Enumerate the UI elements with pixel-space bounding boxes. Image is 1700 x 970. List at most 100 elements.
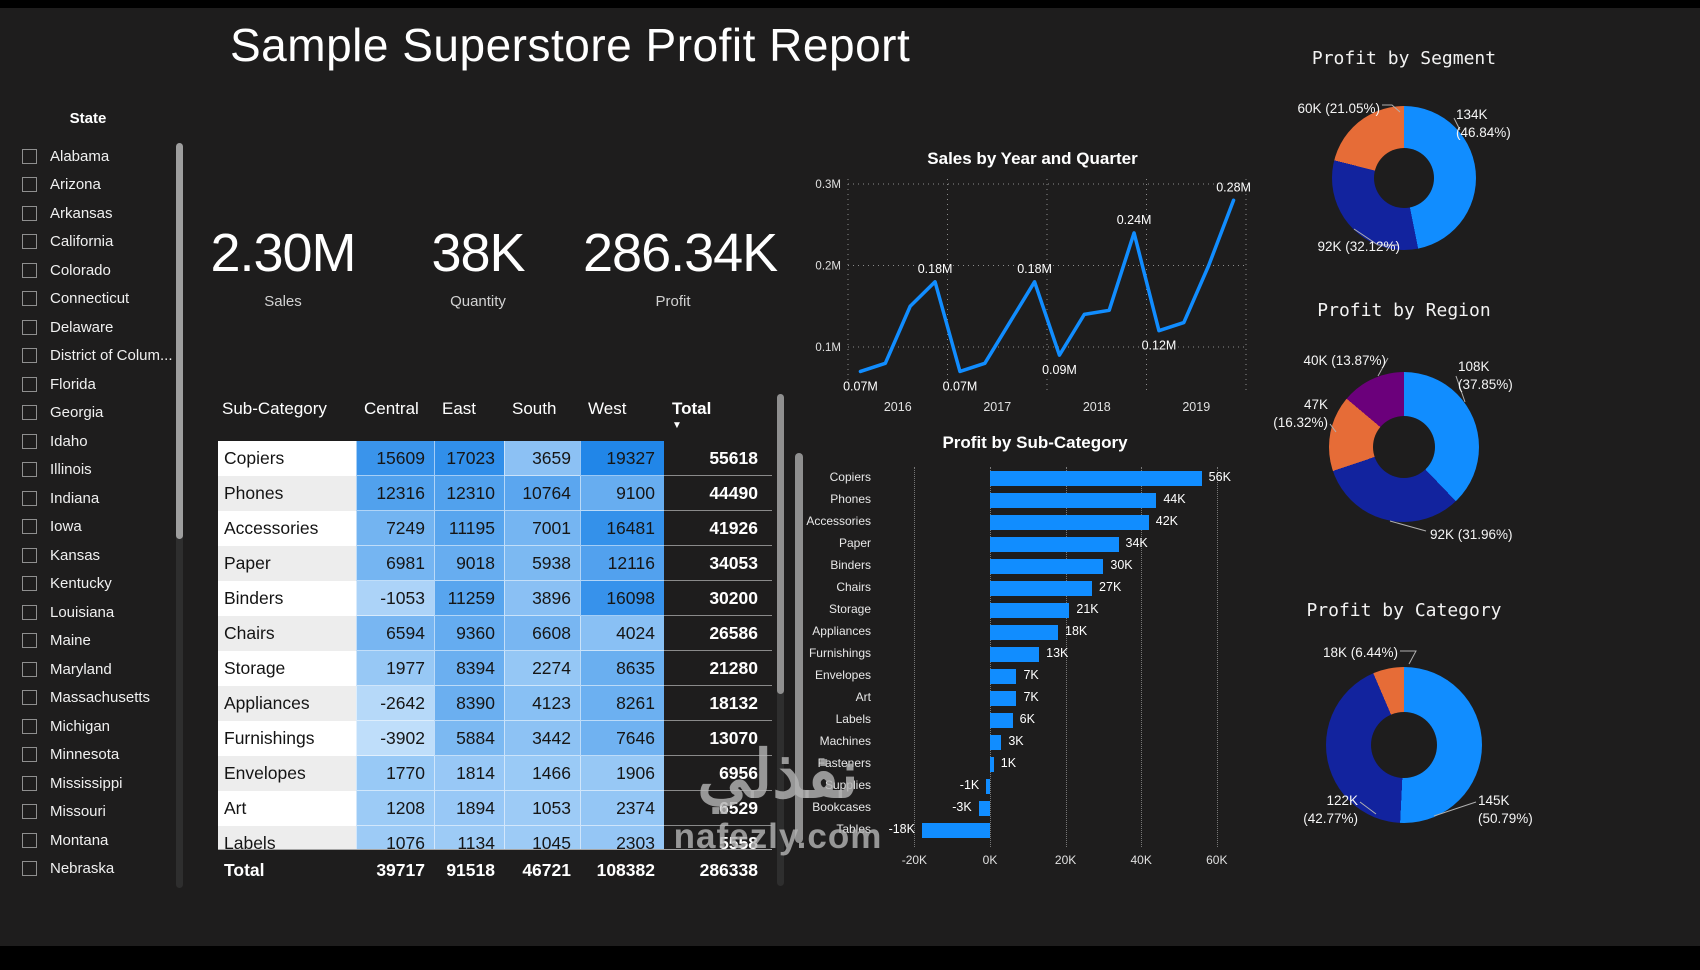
- value-cell[interactable]: 7646: [580, 721, 664, 756]
- value-cell[interactable]: 4024: [580, 616, 664, 651]
- checkbox-icon[interactable]: [22, 205, 37, 221]
- subcategory-cell[interactable]: Furnishings: [218, 721, 356, 756]
- checkbox-icon[interactable]: [22, 234, 37, 250]
- checkbox-icon[interactable]: [22, 547, 37, 563]
- value-cell[interactable]: 1906: [580, 756, 664, 791]
- state-list-item[interactable]: California: [0, 228, 195, 257]
- state-list-item[interactable]: Missouri: [0, 798, 195, 827]
- row-total-cell[interactable]: 55618: [664, 441, 772, 476]
- scrollbar-thumb[interactable]: [176, 143, 183, 539]
- bar[interactable]: [990, 646, 1040, 662]
- state-list-item[interactable]: Montana: [0, 826, 195, 855]
- value-cell[interactable]: -2642: [356, 686, 434, 721]
- row-total-cell[interactable]: 6956: [664, 756, 772, 791]
- bar[interactable]: [990, 536, 1119, 552]
- state-list-item[interactable]: Colorado: [0, 256, 195, 285]
- bar-chart-zoom-slider[interactable]: [795, 453, 803, 843]
- checkbox-icon[interactable]: [22, 775, 37, 791]
- value-cell[interactable]: 6608: [504, 616, 580, 651]
- bar[interactable]: [990, 470, 1202, 486]
- state-list-item[interactable]: Michigan: [0, 712, 195, 741]
- value-cell[interactable]: 8394: [434, 651, 504, 686]
- checkbox-icon[interactable]: [22, 804, 37, 820]
- subcategory-cell[interactable]: Envelopes: [218, 756, 356, 791]
- value-cell[interactable]: 12316: [356, 476, 434, 511]
- value-cell[interactable]: 5884: [434, 721, 504, 756]
- state-list-item[interactable]: Alabama: [0, 142, 195, 171]
- value-cell[interactable]: 1053: [504, 791, 580, 826]
- column-header[interactable]: Total ▼: [672, 399, 712, 431]
- value-cell[interactable]: 1134: [434, 826, 504, 849]
- subcategory-cell[interactable]: Phones: [218, 476, 356, 511]
- state-list-item[interactable]: Arkansas: [0, 199, 195, 228]
- subcategory-cell[interactable]: Art: [218, 791, 356, 826]
- state-list-item[interactable]: Indiana: [0, 484, 195, 513]
- bar[interactable]: [990, 624, 1059, 640]
- state-list-item[interactable]: District of Colum...: [0, 342, 195, 371]
- column-header[interactable]: Central: [364, 399, 419, 418]
- state-list-item[interactable]: Massachusetts: [0, 684, 195, 713]
- value-cell[interactable]: 2374: [580, 791, 664, 826]
- value-cell[interactable]: 1208: [356, 791, 434, 826]
- value-cell[interactable]: 11195: [434, 511, 504, 546]
- checkbox-icon[interactable]: [22, 661, 37, 677]
- bar[interactable]: [990, 690, 1017, 706]
- value-cell[interactable]: 12310: [434, 476, 504, 511]
- table-row[interactable]: Art 1208 1894 1053 2374 6529: [218, 791, 772, 826]
- value-cell[interactable]: -3902: [356, 721, 434, 756]
- value-cell[interactable]: 6594: [356, 616, 434, 651]
- value-cell[interactable]: 1894: [434, 791, 504, 826]
- bar[interactable]: [990, 514, 1149, 530]
- value-cell[interactable]: 8635: [580, 651, 664, 686]
- state-list-item[interactable]: Iowa: [0, 513, 195, 542]
- table-scrollbar[interactable]: [777, 394, 784, 886]
- value-cell[interactable]: 19327: [580, 441, 664, 476]
- value-cell[interactable]: 2274: [504, 651, 580, 686]
- state-list-item[interactable]: Delaware: [0, 313, 195, 342]
- checkbox-icon[interactable]: [22, 376, 37, 392]
- value-cell[interactable]: 16098: [580, 581, 664, 616]
- row-total-cell[interactable]: 18132: [664, 686, 772, 721]
- value-cell[interactable]: 12116: [580, 546, 664, 581]
- state-list-item[interactable]: Arizona: [0, 171, 195, 200]
- table-row[interactable]: Appliances -2642 8390 4123 8261 18132: [218, 686, 772, 721]
- state-list-item[interactable]: Georgia: [0, 399, 195, 428]
- table-row[interactable]: Chairs 6594 9360 6608 4024 26586: [218, 616, 772, 651]
- row-total-cell[interactable]: 44490: [664, 476, 772, 511]
- value-cell[interactable]: 8390: [434, 686, 504, 721]
- table-row[interactable]: Copiers 15609 17023 3659 19327 55618: [218, 441, 772, 476]
- checkbox-icon[interactable]: [22, 291, 37, 307]
- checkbox-icon[interactable]: [22, 747, 37, 763]
- value-cell[interactable]: 3896: [504, 581, 580, 616]
- value-cell[interactable]: 6981: [356, 546, 434, 581]
- table-row[interactable]: Envelopes 1770 1814 1466 1906 6956: [218, 756, 772, 791]
- state-list-item[interactable]: Minnesota: [0, 741, 195, 770]
- value-cell[interactable]: 1466: [504, 756, 580, 791]
- subcategory-cell[interactable]: Appliances: [218, 686, 356, 721]
- value-cell[interactable]: 1770: [356, 756, 434, 791]
- bar[interactable]: [990, 558, 1104, 574]
- column-header[interactable]: West: [588, 399, 627, 418]
- state-list-item[interactable]: Mississippi: [0, 769, 195, 798]
- value-cell[interactable]: 9018: [434, 546, 504, 581]
- value-cell[interactable]: 1076: [356, 826, 434, 849]
- checkbox-icon[interactable]: [22, 718, 37, 734]
- value-cell[interactable]: 17023: [434, 441, 504, 476]
- subcategory-cell[interactable]: Binders: [218, 581, 356, 616]
- bar[interactable]: [990, 580, 1093, 596]
- value-cell[interactable]: 7249: [356, 511, 434, 546]
- value-cell[interactable]: 1045: [504, 826, 580, 849]
- subcategory-cell[interactable]: Accessories: [218, 511, 356, 546]
- subcategory-cell[interactable]: Chairs: [218, 616, 356, 651]
- scrollbar-thumb[interactable]: [777, 394, 784, 694]
- checkbox-icon[interactable]: [22, 405, 37, 421]
- checkbox-icon[interactable]: [22, 462, 37, 478]
- bar[interactable]: [921, 822, 990, 838]
- table-row[interactable]: Furnishings -3902 5884 3442 7646 13070: [218, 721, 772, 756]
- checkbox-icon[interactable]: [22, 177, 37, 193]
- subcategory-cell[interactable]: Labels: [218, 826, 356, 849]
- value-cell[interactable]: 3659: [504, 441, 580, 476]
- state-list-item[interactable]: Kentucky: [0, 570, 195, 599]
- state-list-item[interactable]: Illinois: [0, 456, 195, 485]
- row-total-cell[interactable]: 13070: [664, 721, 772, 756]
